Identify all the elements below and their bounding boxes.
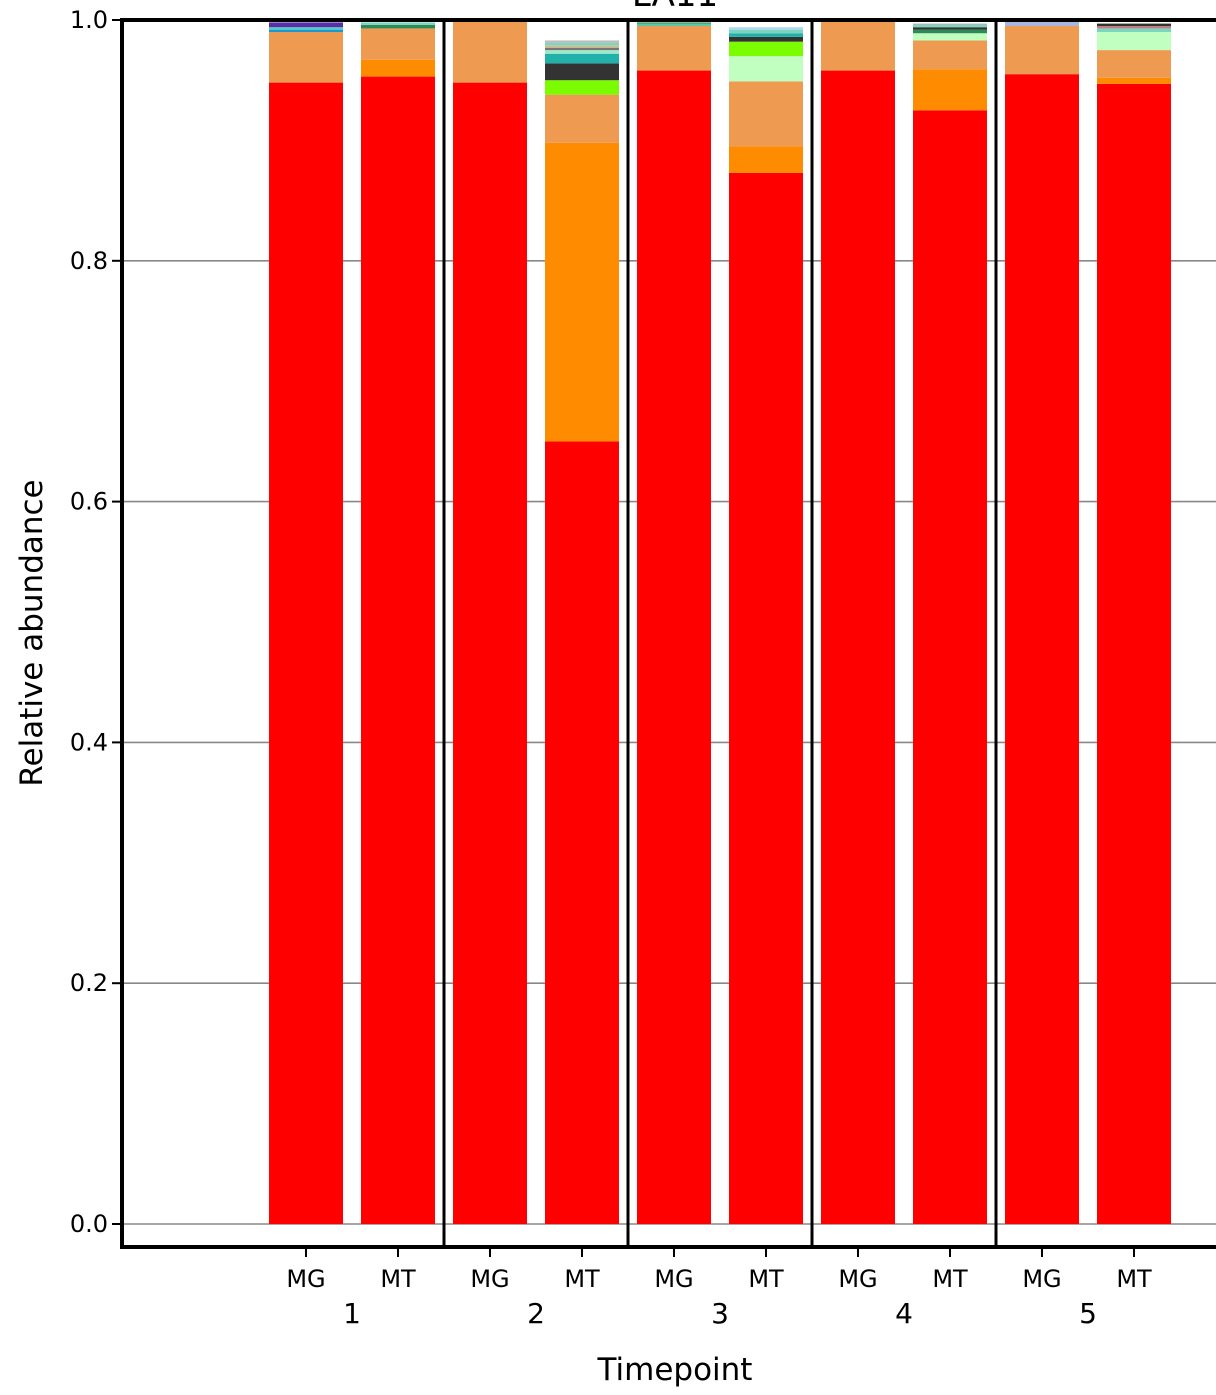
bar-segment (729, 41, 803, 57)
x-axis-label: Timepoint (597, 1352, 753, 1388)
bar-segment (821, 20, 895, 71)
bar-segment (1097, 26, 1171, 29)
bar-segment (729, 36, 803, 42)
group-separators (442, 20, 998, 1247)
group-label: 2 (527, 1297, 545, 1330)
bar-segment (1097, 23, 1171, 27)
y-tick-label: 0.2 (70, 969, 108, 997)
x-tick-label: MG (1022, 1265, 1061, 1293)
bar-segment (729, 172, 803, 1225)
bar-segment (545, 63, 619, 81)
bar-segment (913, 110, 987, 1224)
bar-segment (545, 142, 619, 442)
bar-segment (913, 23, 987, 25)
bar-segment (545, 50, 619, 54)
x-tick-label: MT (564, 1265, 600, 1293)
x-tick-label: MG (654, 1265, 693, 1293)
bar-segment (1097, 50, 1171, 78)
y-axis-ticks: 0.0 0.2 0.4 0.6 0.8 1.0 (70, 6, 122, 1238)
bar-segment (545, 45, 619, 48)
group-label: 1 (343, 1297, 361, 1330)
bar-segment (913, 33, 987, 41)
x-tick-label: MT (748, 1265, 784, 1293)
bar-segment (545, 94, 619, 143)
x-tick-label: MT (932, 1265, 968, 1293)
bar-segment (1005, 26, 1079, 75)
x-axis-ticks: MG MT MG MT MG MT MG MT MG MT 1 2 3 4 5 (286, 1247, 1152, 1330)
bar-segment (913, 40, 987, 70)
bar-segment (729, 56, 803, 82)
y-tick-label: 0.6 (70, 488, 108, 516)
bars (269, 20, 1171, 1225)
y-tick-label: 1.0 (70, 6, 108, 34)
bar-segment (269, 32, 343, 83)
axes-frame (120, 18, 1216, 1249)
bar-segment (729, 146, 803, 173)
bar-segment (361, 24, 435, 29)
bar-segment (361, 28, 435, 60)
y-tick-label: 0.0 (70, 1210, 108, 1238)
bar-segment (361, 59, 435, 77)
y-tick-label: 0.8 (70, 247, 108, 275)
bar-segment (269, 22, 343, 28)
x-tick-label: MG (838, 1265, 877, 1293)
group-label: 4 (895, 1297, 913, 1330)
bar-segment (637, 22, 711, 24)
group-label: 5 (1079, 1297, 1097, 1330)
bar-segment (269, 27, 343, 30)
bar-segment (361, 22, 435, 25)
chart-title: LA11 (632, 0, 718, 15)
bar-segment (545, 53, 619, 64)
bar-segment (637, 23, 711, 27)
bar-segment (729, 33, 803, 37)
bar-segment (453, 20, 527, 83)
bar-segment (1097, 83, 1171, 1224)
bar-segment (1005, 20, 1079, 27)
bar-segment (913, 69, 987, 111)
bar-segment (913, 29, 987, 34)
bar-segment (269, 82, 343, 1224)
bar-segment (1005, 74, 1079, 1224)
bar-segment (637, 70, 711, 1225)
bar-segment (729, 81, 803, 147)
bar-segment (1097, 77, 1171, 84)
group-label: 3 (711, 1297, 729, 1330)
x-tick-label: MT (1116, 1265, 1152, 1293)
x-tick-label: MT (380, 1265, 416, 1293)
x-tick-label: MG (286, 1265, 325, 1293)
bar-segment (545, 42, 619, 46)
bar-segment (913, 27, 987, 30)
bar-segment (729, 27, 803, 30)
bar-segment (453, 82, 527, 1224)
bar-segment (821, 70, 895, 1225)
bar-segment (545, 40, 619, 43)
bar-segment (545, 80, 619, 95)
bar-segment (545, 47, 619, 51)
bar-segment (729, 29, 803, 34)
bar-segment (545, 441, 619, 1224)
bar-segment (269, 29, 343, 33)
bar-segment (1097, 32, 1171, 51)
x-tick-label: MG (470, 1265, 509, 1293)
y-axis-label: Relative abundance (14, 479, 50, 786)
bar-segment (637, 26, 711, 71)
y-tick-label: 0.4 (70, 728, 108, 756)
bar-segment (1097, 28, 1171, 33)
bar-segment (361, 76, 435, 1224)
bar-segment (913, 24, 987, 28)
